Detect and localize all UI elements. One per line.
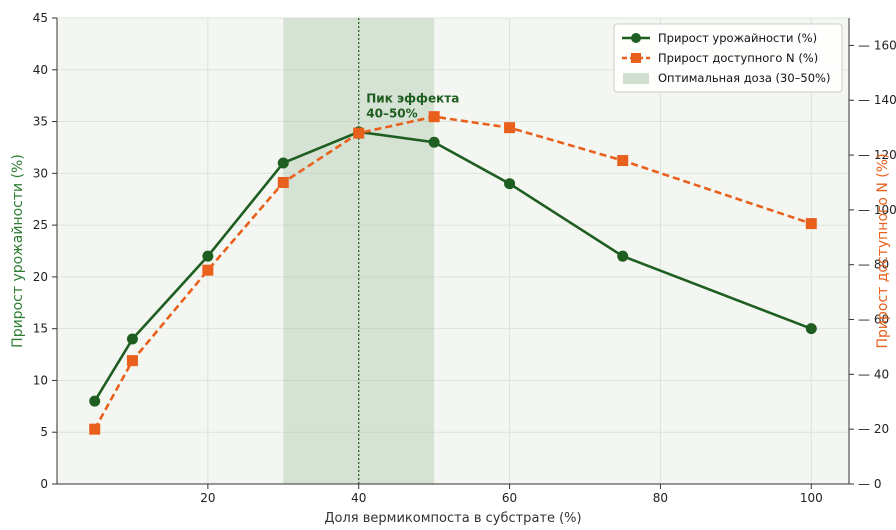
x-tick-label: 100 — [800, 491, 823, 505]
data-point — [126, 333, 138, 345]
y-left-tick-label: 0 — [40, 477, 48, 491]
y-left-tick-label: 5 — [40, 425, 48, 439]
data-point — [504, 178, 516, 190]
legend-marker — [631, 53, 641, 63]
y-right-tick-label: — 100 — [858, 203, 896, 217]
y-right-tick-label: — 20 — [858, 422, 889, 436]
legend-swatch-region — [623, 73, 649, 84]
y-left-tick-label: 45 — [33, 11, 48, 25]
axes: 20 40 60 80 100 0 5 10 15 20 25 30 35 40 45 — 0 — 20 — 40… — [33, 11, 896, 505]
data-point — [89, 395, 101, 407]
plot-area — [57, 18, 849, 484]
legend-label-optimal-dose: Оптимальная доза (30–50%) — [658, 71, 830, 85]
annotation-line-2: 40–50% — [366, 106, 417, 120]
legend-label-yield: Прирост урожайности (%) — [658, 31, 817, 45]
data-point — [353, 127, 365, 139]
data-point — [89, 423, 101, 435]
data-point — [428, 111, 440, 123]
y-left-tick-label: 20 — [33, 270, 48, 284]
data-point — [504, 122, 516, 134]
series-nitrogen — [89, 111, 817, 435]
data-point — [805, 323, 817, 335]
x-axis-title: Доля вермикомпоста в субстрате (%) — [324, 511, 581, 526]
y-right-tick-label: — 80 — [858, 258, 889, 272]
data-point — [617, 250, 629, 262]
legend-box — [613, 23, 843, 93]
data-point — [617, 155, 629, 167]
y-right-tick-label: — 160 — [858, 38, 896, 52]
y-left-tick-label: 40 — [33, 63, 48, 77]
data-point — [126, 355, 138, 367]
data-point — [277, 176, 289, 188]
y-right-tick-label: — 60 — [858, 313, 889, 327]
y-left-tick-label: 10 — [33, 373, 48, 387]
x-tick-label: 40 — [351, 491, 366, 505]
legend: Прирост урожайности (%) Прирост доступно… — [613, 23, 843, 93]
y-axis-left-title: Прирост урожайности (%) — [10, 154, 26, 348]
y-right-tick-label: — 40 — [858, 367, 889, 381]
y-left-tick-label: 30 — [33, 166, 48, 180]
y-left-tick-label: 35 — [33, 115, 48, 129]
grid — [57, 17, 849, 485]
y-left-tick-label: 15 — [33, 322, 48, 336]
y-right-tick-label: — 120 — [858, 148, 896, 162]
data-point — [202, 250, 214, 262]
y-left-tick-label: 25 — [33, 218, 48, 232]
annotation-line-1: Пик эффекта — [366, 91, 459, 105]
y-right-tick-label: — 140 — [858, 93, 896, 107]
y-right-tick-label: — 0 — [858, 477, 881, 491]
legend-label-nitrogen: Прирост доступного N (%) — [658, 51, 818, 65]
x-tick-label: 80 — [653, 491, 668, 505]
data-point — [277, 157, 289, 169]
y-axis-right-title: Прирост доступного N (%) — [875, 153, 891, 348]
data-point — [428, 136, 440, 148]
x-tick-label: 60 — [502, 491, 517, 505]
data-point — [805, 218, 817, 230]
legend-marker — [631, 33, 641, 43]
x-tick-label: 20 — [200, 491, 215, 505]
data-point — [202, 264, 214, 276]
